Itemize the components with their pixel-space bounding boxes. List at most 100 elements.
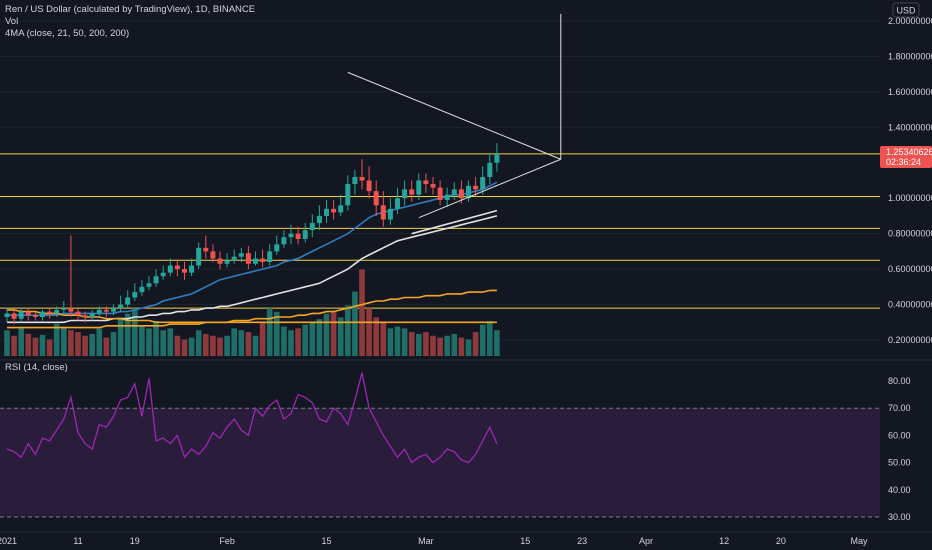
candle: [430, 176, 436, 195]
volume-bar: [494, 330, 500, 356]
price-tick-label: 0.40000000: [888, 300, 932, 310]
triangle-drawing[interactable]: [347, 13, 562, 219]
candle-body: [423, 180, 429, 185]
candle-body: [338, 205, 344, 213]
symbol-legend[interactable]: Ren / US Dollar (calculated by TradingVi…: [5, 4, 255, 15]
candle-body: [487, 162, 493, 177]
candle: [480, 166, 486, 195]
volume-bar: [394, 326, 401, 356]
volume-bar: [288, 330, 294, 356]
candle: [487, 153, 493, 185]
candle-body: [231, 256, 237, 261]
volume-bar: [146, 328, 152, 356]
candle-body: [288, 233, 294, 238]
volume-bar: [18, 328, 24, 356]
volume-bar: [337, 317, 344, 356]
candle: [444, 187, 450, 208]
candle: [32, 311, 38, 321]
candle: [196, 242, 202, 270]
candle-body: [125, 297, 131, 305]
volume-legend[interactable]: Vol: [5, 16, 18, 27]
currency-label: USD: [896, 6, 916, 16]
candle-body: [253, 258, 258, 264]
moving-averages: [7, 181, 498, 329]
volume-bar: [352, 291, 358, 356]
price-tick-label: 1.60000000: [888, 87, 932, 97]
candle-body: [75, 311, 81, 316]
time-tick-label: May: [850, 536, 868, 546]
ma-line: [7, 181, 498, 317]
candle-body: [359, 176, 365, 181]
candle-body: [89, 313, 95, 317]
candle-body: [416, 180, 422, 195]
candle: [245, 246, 251, 270]
countdown-timer: 02:36:24: [886, 157, 921, 167]
candle: [316, 205, 322, 231]
volume-bar: [238, 330, 245, 356]
candle-body: [203, 247, 209, 252]
currency-button[interactable]: USD: [892, 2, 920, 18]
candle: [231, 249, 237, 264]
volume-bar: [210, 335, 216, 356]
time-tick-label: 19: [130, 536, 140, 546]
candle: [217, 251, 223, 270]
candle: [359, 159, 365, 190]
candle-body: [245, 253, 251, 264]
volume-bar: [430, 335, 436, 356]
candle: [416, 173, 422, 200]
candle-body: [267, 251, 273, 263]
candle-body: [352, 176, 358, 185]
candle-body: [466, 185, 471, 199]
volume-bar: [316, 319, 323, 356]
candle-body: [402, 189, 408, 199]
volume-bar: [472, 332, 479, 356]
candle-body: [494, 153, 500, 163]
time-axis[interactable]: 2021 11 19 Feb 15 Mar 15 23 Apr 12 20 May: [0, 531, 932, 546]
candle: [25, 308, 31, 321]
volume-bar: [274, 311, 280, 356]
volume-bar: [167, 328, 174, 356]
volume-bar: [188, 337, 195, 356]
volume-bar: [139, 326, 145, 356]
candle-body: [302, 230, 308, 239]
candle: [54, 306, 60, 317]
candle-body: [96, 309, 102, 314]
price-tick-label: 1.40000000: [888, 122, 932, 132]
candle: [473, 176, 479, 197]
ma-line: [411, 209, 498, 235]
price-axis[interactable]: 2.00000000 1.80000000 1.60000000 1.40000000…: [888, 16, 932, 345]
time-tick-label: 15: [321, 536, 331, 546]
candle: [238, 247, 244, 263]
candle: [167, 258, 173, 277]
ma-legend[interactable]: 4MA (close, 21, 50, 200, 200): [5, 28, 129, 39]
last-price-badge: 1.25340626 02:36:24: [880, 146, 932, 168]
triangle-lower-line[interactable]: [418, 158, 561, 219]
rsi-axis[interactable]: 80.00 70.00 60.00 50.00 40.00 30.00: [888, 376, 911, 522]
volume-bar: [132, 308, 138, 356]
rsi-tick-label: 60.00: [888, 430, 911, 440]
candle-body: [458, 189, 464, 199]
ma-line: [7, 215, 498, 324]
candle-body: [11, 313, 17, 319]
price-tick-label: 0.80000000: [888, 229, 932, 239]
volume-bar: [245, 332, 252, 356]
candle-body: [47, 311, 53, 314]
volume-bar: [416, 333, 422, 356]
rsi-tick-label: 50.00: [888, 458, 911, 468]
candle: [47, 308, 53, 319]
rsi-tick-label: 30.00: [888, 512, 911, 522]
candle: [260, 249, 266, 268]
candle: [11, 309, 17, 325]
candle-body: [196, 247, 202, 266]
candle: [366, 166, 372, 199]
rsi-legend[interactable]: RSI (14, close): [5, 362, 68, 373]
volume-bar: [266, 308, 273, 356]
ma-line: [7, 289, 497, 329]
volume-bar: [444, 335, 450, 356]
candle-body: [473, 185, 479, 190]
candle-body: [387, 208, 393, 220]
candle: [125, 290, 131, 309]
candle-body: [210, 251, 216, 259]
triangle-upper-line[interactable]: [347, 71, 561, 160]
